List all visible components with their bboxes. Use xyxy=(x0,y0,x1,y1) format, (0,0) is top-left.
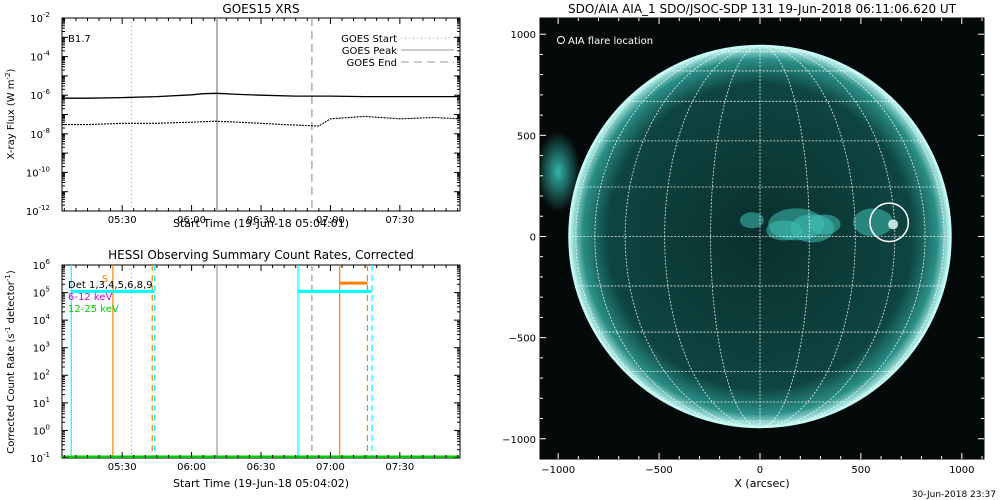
goes-x-tick-label: 06:30 xyxy=(247,215,276,226)
hessi-legend-det: Det 1,3,4,5,6,8,9 xyxy=(68,280,153,291)
aia-image-layer xyxy=(540,44,952,429)
goes-data-layer xyxy=(62,18,460,211)
aia-limb-glow xyxy=(540,131,581,212)
hessi-x-tick-label: 06:00 xyxy=(177,462,206,473)
aia-active-regions xyxy=(739,208,893,243)
goes-series-short xyxy=(62,115,460,127)
goes-class-label: B1.7 xyxy=(68,34,91,45)
hessi-panel: HESSI Observing Summary Count Rates, Cor… xyxy=(4,248,461,490)
aia-xlabel: X (arcsec) xyxy=(734,477,789,490)
aia-title: SDO/AIA AIA_1 SDO/JSOC-SDP 131 19-Jun-20… xyxy=(568,2,957,16)
goes-x-tick-label: 05:30 xyxy=(108,215,137,226)
aia-axes: −1000 −500 0 500 1000 −1000 −500 0 500 1000 xyxy=(502,18,984,476)
hessi-plot-frame xyxy=(61,264,461,459)
aia-legend: AIA flare location xyxy=(557,36,653,47)
aia-grid-meridian xyxy=(759,45,856,428)
aia-active-region xyxy=(739,212,764,229)
hessi-legend: Det 1,3,4,5,6,8,9 6-12 keV 12-25 keV xyxy=(68,280,153,315)
hessi-s-marker: S xyxy=(102,274,108,285)
aia-flare-kernel xyxy=(888,219,899,230)
hessi-x-tick-label: 07:00 xyxy=(316,462,345,473)
goes-title: GOES15 XRS xyxy=(222,2,299,16)
hessi-y-tick-label: 100 xyxy=(33,423,50,437)
aia-plot-frame xyxy=(539,17,985,460)
hessi-x-tick-label: 06:30 xyxy=(247,462,276,473)
aia-y-tick-label: 0 xyxy=(530,232,536,243)
hessi-x-tick-label: 07:30 xyxy=(385,462,414,473)
aia-solar-limb xyxy=(568,44,952,429)
hessi-ylabel: Corrected Count Rate (s-1 detector-1) xyxy=(4,270,17,454)
hessi-y-tick-label: 102 xyxy=(33,368,50,382)
aia-legend-circle-icon xyxy=(557,36,565,44)
aia-y-tick-label: −1000 xyxy=(502,435,536,446)
aia-legend-label: AIA flare location xyxy=(568,36,653,47)
hessi-y-tick-label: 101 xyxy=(33,396,50,410)
aia-timestamp: 30-Jun-2018 23:37 xyxy=(912,490,996,500)
aia-x-tick-label: 0 xyxy=(757,465,763,476)
hessi-x-tick-label: 05:30 xyxy=(108,462,137,473)
hessi-axes: 05:30 06:00 06:30 07:00 07:30 10-1 100 101 102 10… xyxy=(30,258,460,473)
goes-y-tick-label: 10-2 xyxy=(30,11,50,25)
hessi-y-tick-label: 104 xyxy=(33,313,51,327)
goes-x-tick-label: 06:00 xyxy=(177,215,206,226)
goes-x-tick-label: 07:30 xyxy=(385,215,414,226)
goes-legend-end: GOES End xyxy=(347,58,397,69)
goes-legend: GOES Start GOES Peak GOES End xyxy=(341,34,454,69)
aia-y-tick-label: 500 xyxy=(517,131,536,142)
hessi-y-tick-label: 105 xyxy=(33,286,50,300)
goes-x-tick-label: 07:00 xyxy=(316,215,345,226)
hessi-y-tick-label: 103 xyxy=(33,341,50,355)
aia-grid-meridian xyxy=(624,45,761,428)
hessi-xlabel: Start Time (19-Jun-18 05:04:02) xyxy=(173,477,349,490)
goes-legend-peak: GOES Peak xyxy=(342,46,397,57)
goes-legend-start: GOES Start xyxy=(341,34,397,45)
aia-y-tick-label: 1000 xyxy=(511,30,536,41)
goes-y-tick-label: 10-8 xyxy=(30,127,50,141)
aia-x-tick-label: −500 xyxy=(645,465,672,476)
hessi-legend-12-25: 12-25 keV xyxy=(68,304,119,315)
goes-y-tick-label: 10-12 xyxy=(26,204,50,218)
goes-y-tick-label: 10-6 xyxy=(30,88,50,102)
hessi-title: HESSI Observing Summary Count Rates, Cor… xyxy=(108,248,414,262)
hessi-y-tick-label: 10-1 xyxy=(30,451,50,465)
goes-series-long xyxy=(62,92,460,99)
aia-image-panel: SDO/AIA AIA_1 SDO/JSOC-SDP 131 19-Jun-20… xyxy=(502,2,996,500)
aia-x-tick-label: 500 xyxy=(851,465,870,476)
goes-y-tick-label: 10-10 xyxy=(26,165,50,179)
aia-grid-meridian xyxy=(759,45,926,428)
goes-axes: 05:30 06:00 06:30 07:00 07:30 10-12 10-10 10-8 1… xyxy=(26,11,460,226)
goes-xrs-panel: GOES15 XRS 05:30 06:00 06:30 07:00 07:30 10-1… xyxy=(4,2,461,230)
aia-x-tick-label: 1000 xyxy=(949,465,974,476)
hessi-data-layer xyxy=(62,265,460,458)
aia-y-tick-label: −500 xyxy=(509,334,536,345)
aia-active-region xyxy=(766,220,803,241)
aia-flare-location-circle xyxy=(869,202,910,243)
aia-grid-meridian xyxy=(575,45,761,428)
goes-xlabel: Start Time (19-Jun-18 05:04:01) xyxy=(173,217,349,230)
goes-plot-frame xyxy=(61,17,461,212)
aia-x-tick-label: −1000 xyxy=(541,465,575,476)
goes-ylabel: X-ray Flux (W m-2) xyxy=(4,68,17,159)
aia-active-region xyxy=(853,208,893,237)
hessi-legend-6-12: 6-12 keV xyxy=(68,292,112,303)
goes-y-tick-label: 10-4 xyxy=(30,50,50,64)
aia-active-region xyxy=(808,214,841,235)
hessi-y-tick-label: 106 xyxy=(33,258,51,272)
